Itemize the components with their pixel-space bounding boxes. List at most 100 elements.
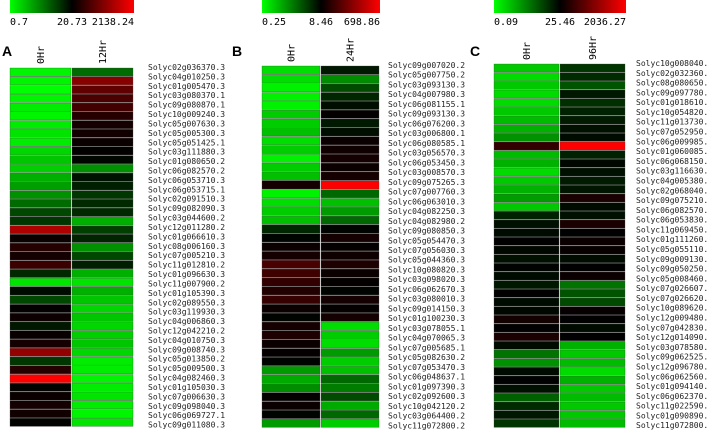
heatmap-cell [9, 102, 72, 112]
gene-label: Solyc04g082980.2 [388, 217, 465, 226]
gene-label: Solyc06g053450.3 [388, 158, 465, 167]
gene-label: Solyc01g096630.3 [148, 270, 225, 279]
gene-label: Solyc02g092600.3 [388, 392, 465, 401]
heatmap-cell [9, 418, 72, 427]
gene-label: Solyc05g082630.2 [388, 353, 465, 362]
heatmap-cell [261, 162, 321, 172]
heatmap-cell [493, 419, 560, 428]
heatmap-cell [559, 289, 626, 298]
heatmap-cell [71, 356, 134, 366]
heatmap-cell [320, 127, 380, 137]
gene-label: Solyc02g089550.3 [148, 298, 225, 307]
heatmap-cell [71, 391, 134, 401]
heatmap-cell [9, 137, 72, 147]
heatmap-cell [320, 171, 380, 181]
heatmap-cell [320, 180, 380, 190]
gene-label: Solyc04g005380.3 [636, 176, 708, 185]
heatmap-cell [559, 375, 626, 385]
gene-label: Solyc06g068150.3 [636, 157, 708, 166]
heatmap-cell [9, 260, 72, 269]
heatmap-cell [9, 286, 72, 296]
heatmap-cell [320, 92, 380, 101]
gene-label: Solyc02g068040.3 [636, 186, 708, 195]
panel-letter: C [470, 43, 480, 59]
heatmap-cell [261, 101, 321, 110]
gene-label: Solyc01g111260.2 [636, 235, 708, 244]
heatmap-cell [320, 401, 380, 410]
heatmap-cell [320, 304, 380, 313]
gene-label: Solyc01g066610.3 [148, 232, 225, 241]
gene-label: Solyc11g013730.2 [636, 118, 708, 127]
color-scale-label: 0.09 [494, 17, 518, 28]
heatmap-cell [261, 260, 321, 269]
heatmap-cell [559, 297, 626, 307]
heatmap-cell [261, 65, 321, 75]
heatmap-cell [559, 167, 626, 177]
heatmap-cell [559, 410, 626, 419]
color-scale-label: 20.73 [57, 17, 87, 28]
gene-label: Solyc09g075210.3 [636, 196, 708, 205]
heatmap-cell [320, 145, 380, 154]
heatmap-cell [493, 271, 560, 281]
gene-label: Solyc03g056570.3 [388, 149, 465, 158]
gene-label: Solyc11g072800.2 [636, 421, 708, 430]
heatmap-cell [493, 185, 560, 194]
heatmap-cell [261, 295, 321, 304]
gene-label: Solyc09g082090.3 [148, 204, 225, 213]
gene-label: Solyc01g097390.3 [388, 382, 465, 391]
gene-label: Solyc01g094140.3 [636, 382, 708, 391]
heatmap-cell [493, 141, 560, 151]
gene-label: Solyc07g006630.3 [148, 392, 225, 401]
heatmap-cell [261, 366, 321, 375]
heatmap-cell [71, 400, 134, 410]
heatmap-cell [493, 159, 560, 168]
heatmap-cell [71, 234, 134, 243]
heatmap-cell [261, 242, 321, 251]
heatmap-cell [71, 164, 134, 173]
heatmap-cell [320, 366, 380, 375]
gene-label: Solyc02g032360.3 [636, 69, 708, 78]
heatmap-cell [9, 251, 72, 261]
heatmap-cell [493, 401, 560, 411]
heatmap-cell [559, 133, 626, 142]
heatmap-cell [493, 332, 560, 341]
heatmap-cell [71, 304, 134, 313]
panel-letter: A [2, 43, 12, 59]
heatmap-panel-a: 0.7 20.73 2138.24A 0Hr 12HrSolyc02g036370.3S… [2, 0, 225, 430]
heatmap-cell [559, 141, 626, 151]
heatmap-cell [9, 383, 72, 392]
heatmap-cell [261, 330, 321, 340]
gene-label: Solyc01g105030.3 [148, 383, 225, 392]
heatmap-cell [71, 339, 134, 348]
heatmap-cell [261, 127, 321, 137]
heatmap-cell [71, 365, 134, 375]
heatmap-cell [559, 393, 626, 402]
heatmap-cell [559, 271, 626, 281]
heatmap-cell [559, 185, 626, 194]
heatmap-cell [493, 349, 560, 359]
heatmap-cell [559, 107, 626, 116]
heatmap-cell [320, 277, 380, 287]
heatmap-cell [261, 339, 321, 349]
heatmap-cell [320, 268, 380, 278]
heatmap-cell [261, 419, 321, 428]
heatmap-cell [559, 176, 626, 185]
gene-label: Solyc03g078055.1 [388, 324, 465, 333]
heatmap-cell [71, 313, 134, 322]
gene-label: Solyc03g093130.3 [388, 80, 465, 89]
heatmap-cell [9, 225, 72, 234]
gene-label: Solyc07g005685.1 [388, 343, 465, 352]
heatmap-cell [9, 129, 72, 138]
heatmap-cell [261, 207, 321, 216]
heatmap-cell [9, 94, 72, 103]
gene-label: Solyc04g010750.3 [148, 336, 225, 345]
heatmap-cell [71, 146, 134, 156]
heatmap-cell [9, 409, 72, 418]
heatmap-cell [559, 323, 626, 333]
heatmap-cell [320, 215, 380, 225]
gene-label: Solyc06g062560.2 [636, 372, 708, 381]
heatmap-cell [559, 228, 626, 237]
heatmap-cell [493, 63, 560, 73]
heatmap-cell [9, 356, 72, 366]
heatmap-cell [71, 418, 134, 427]
